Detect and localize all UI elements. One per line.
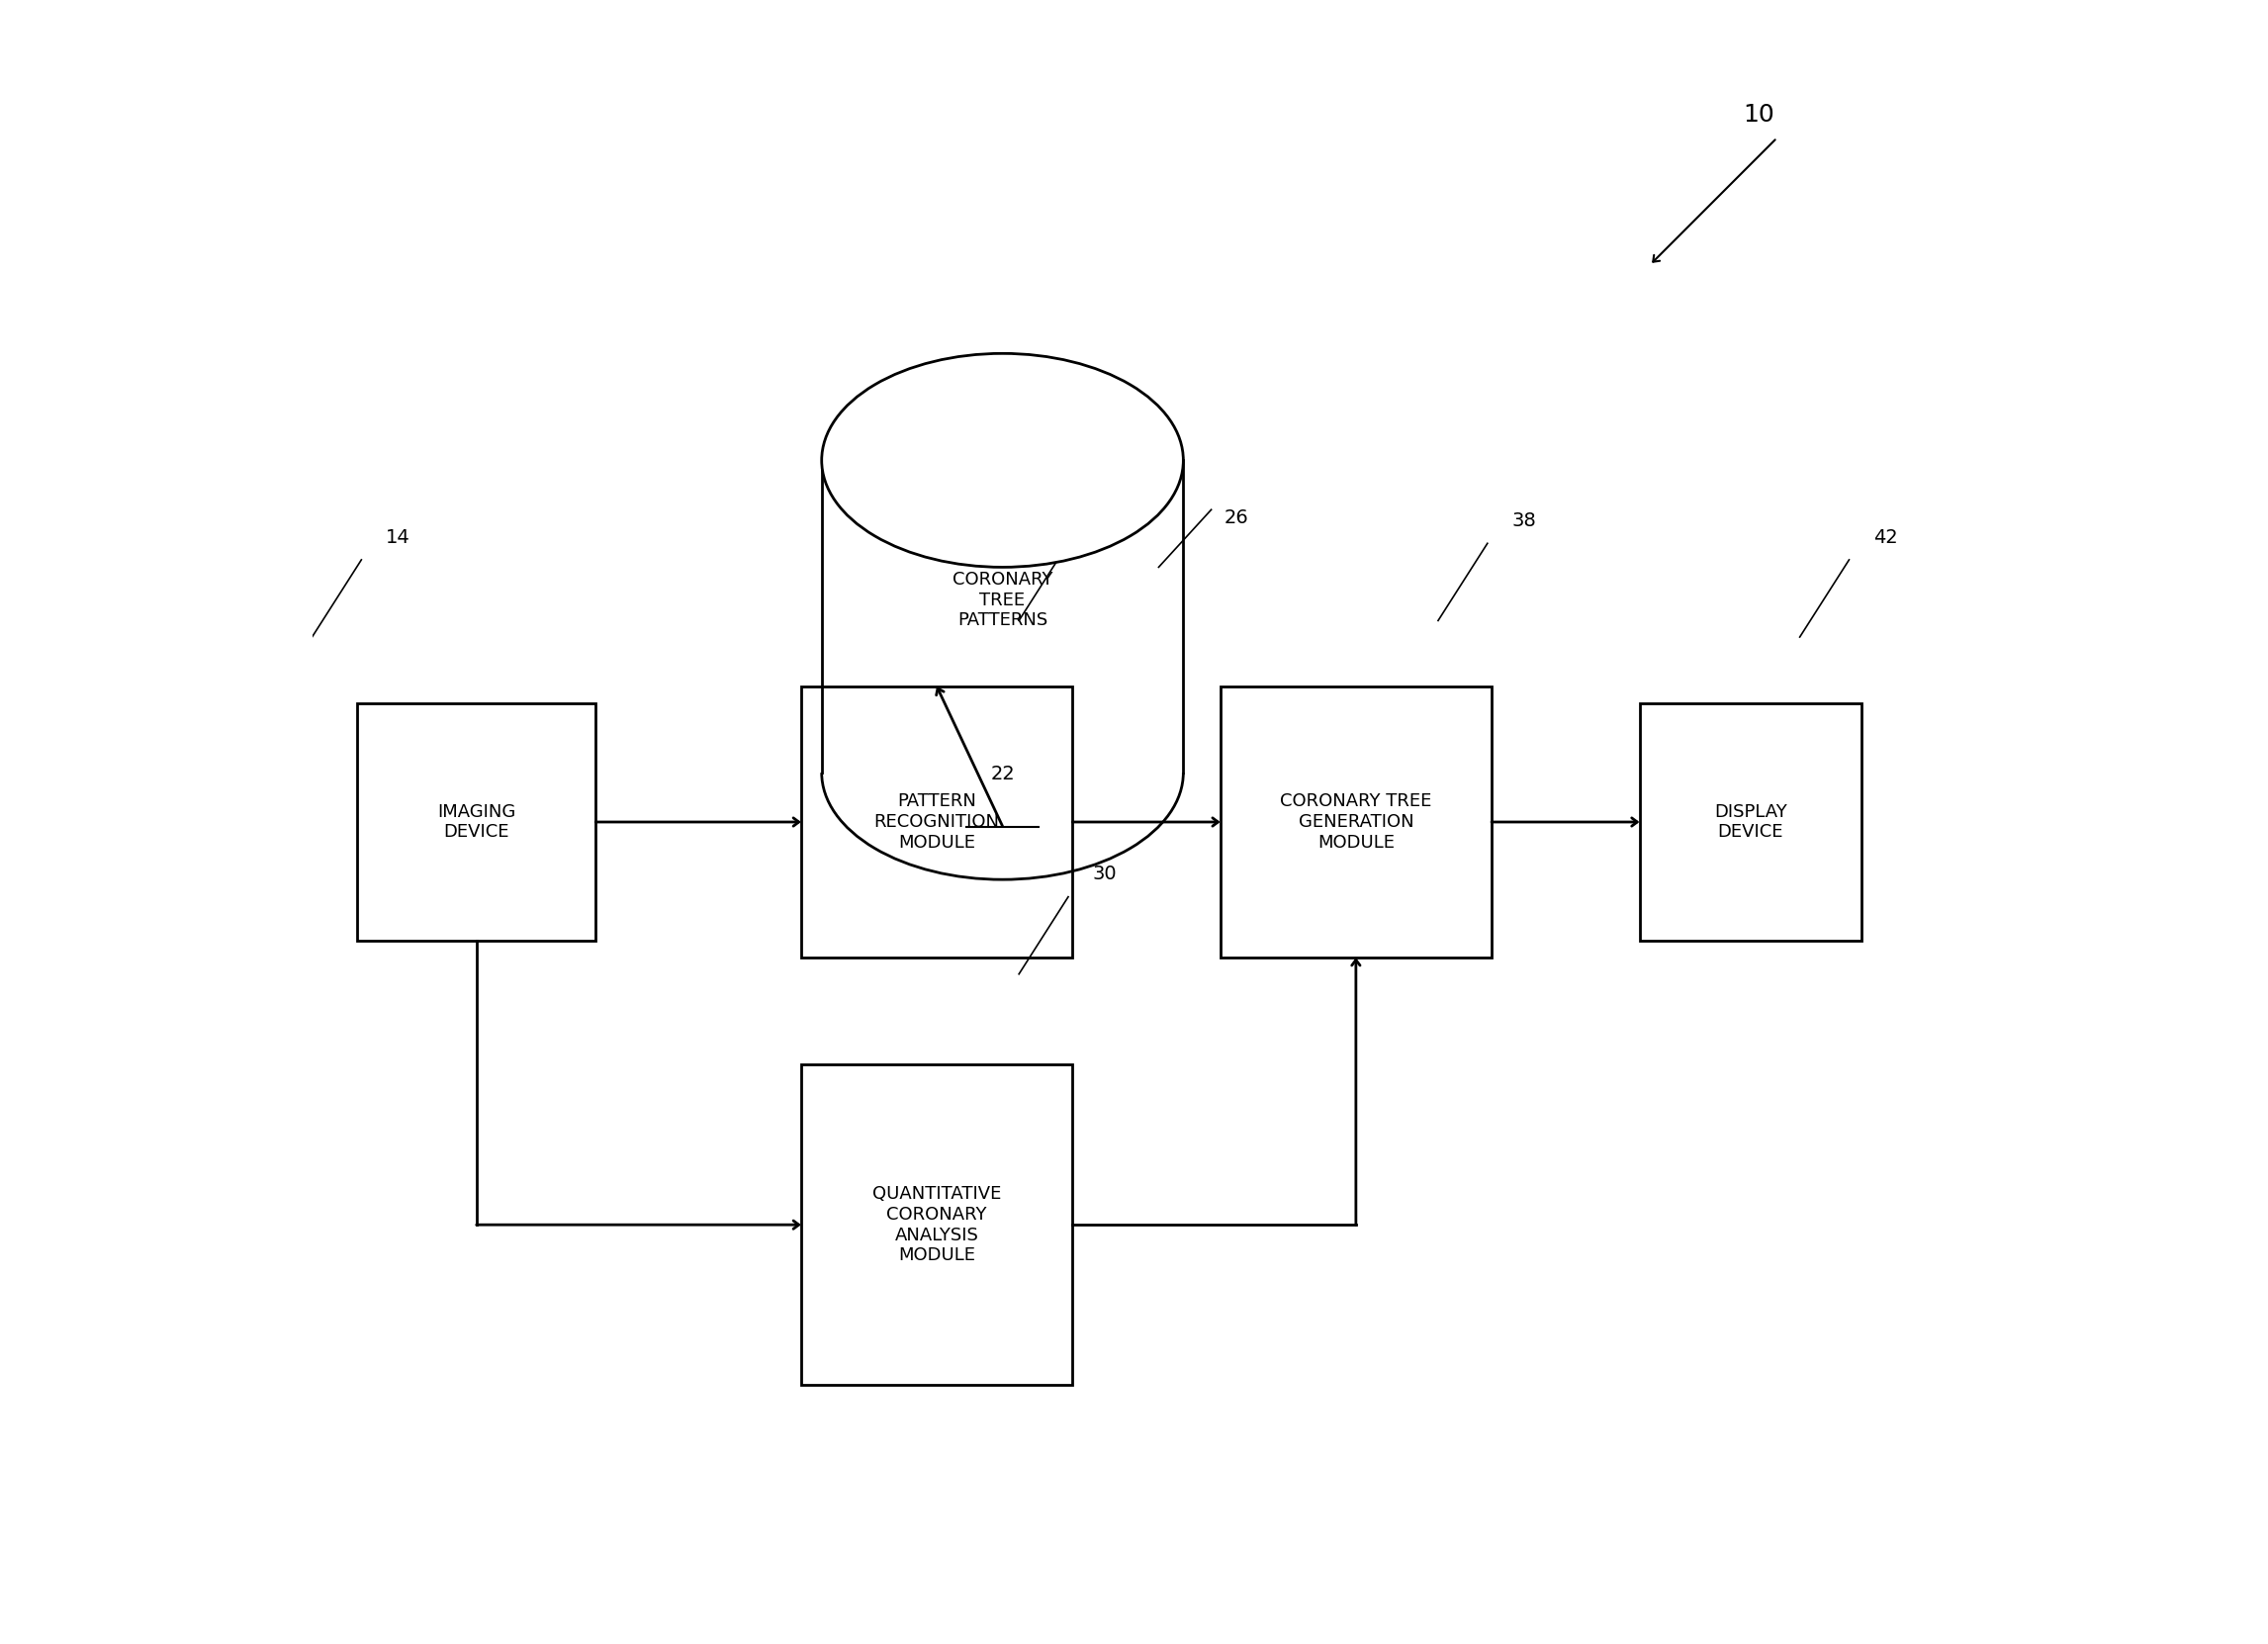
Text: CORONARY TREE
GENERATION
MODULE: CORONARY TREE GENERATION MODULE [1279, 792, 1431, 852]
Ellipse shape [821, 353, 1184, 567]
Text: 26: 26 [1225, 508, 1250, 528]
Text: 30: 30 [1093, 865, 1118, 883]
FancyBboxPatch shape [1640, 704, 1862, 940]
Text: 10: 10 [1744, 104, 1774, 127]
FancyBboxPatch shape [1220, 687, 1492, 957]
Text: 22: 22 [991, 764, 1014, 783]
Text: PATTERN
RECOGNITION
MODULE: PATTERN RECOGNITION MODULE [873, 792, 1000, 852]
Text: 14: 14 [386, 528, 411, 546]
Text: DISPLAY
DEVICE: DISPLAY DEVICE [1715, 802, 1787, 842]
Text: QUANTITATIVE
CORONARY
ANALYSIS
MODULE: QUANTITATIVE CORONARY ANALYSIS MODULE [873, 1185, 1000, 1264]
FancyBboxPatch shape [801, 1065, 1073, 1384]
Text: 42: 42 [1873, 528, 1898, 546]
Text: CORONARY
TREE
PATTERNS: CORONARY TREE PATTERNS [953, 570, 1052, 630]
Text: IMAGING
DEVICE: IMAGING DEVICE [438, 802, 515, 842]
Text: 18: 18 [1093, 511, 1118, 529]
FancyBboxPatch shape [821, 460, 1184, 773]
FancyBboxPatch shape [358, 704, 596, 940]
Text: 38: 38 [1513, 511, 1538, 529]
FancyBboxPatch shape [801, 687, 1073, 957]
